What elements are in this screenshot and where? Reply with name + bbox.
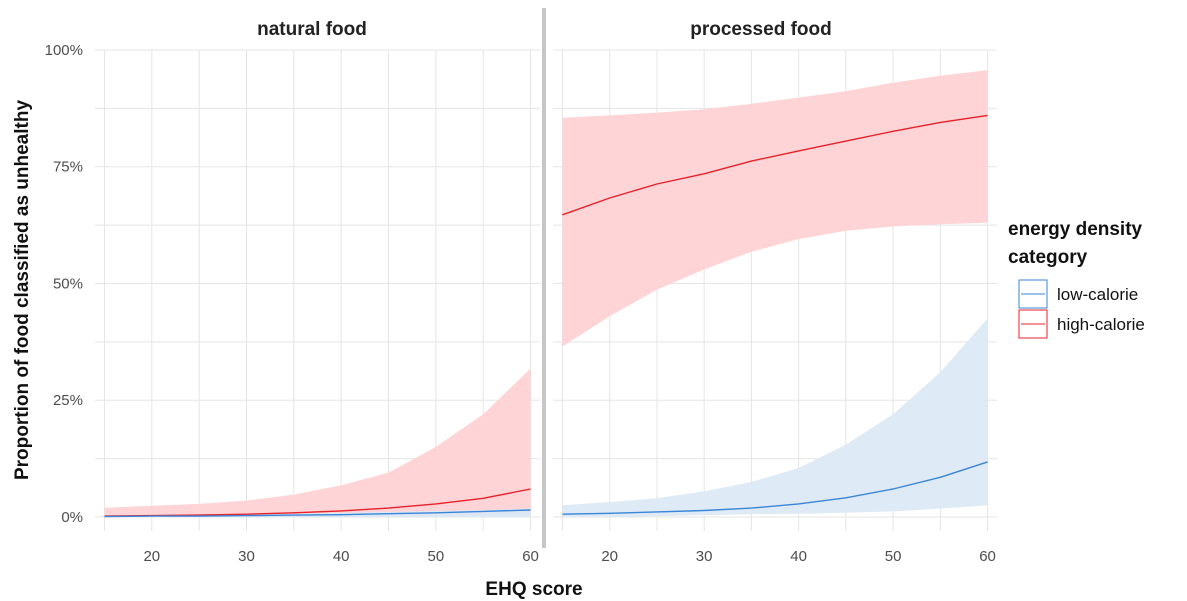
legend-item-high-calorie: high-calorie: [1018, 309, 1145, 339]
y-axis-title: Proportion of food classified as unhealt…: [12, 100, 33, 480]
x-tick-label: 20: [601, 548, 618, 565]
facet-title-processed-food: processed food: [690, 19, 831, 40]
lines-processed-food: [562, 114, 988, 515]
ribbon-processed-food-low-calorie: [562, 318, 988, 517]
panel-processed-food: 20 30 40 50 60: [553, 49, 997, 565]
grid-natural-food: [95, 49, 540, 531]
ribbons-processed-food: [562, 70, 988, 517]
x-tick-label: 50: [428, 548, 445, 565]
x-tick-label: 30: [238, 548, 255, 565]
y-tick-label: 50%: [53, 275, 83, 292]
x-tick-label: 60: [979, 548, 996, 565]
y-tick-label: 25%: [53, 392, 83, 409]
line-processed-food-low-calorie: [562, 461, 988, 515]
legend-title-line-2: category: [1008, 247, 1088, 268]
line-processed-food-high-calorie: [562, 114, 988, 216]
x-tick-label: 20: [143, 548, 160, 565]
x-axis-title: EHQ score: [485, 579, 582, 600]
x-tick-label: 30: [696, 548, 713, 565]
facet-title-natural-food: natural food: [257, 19, 367, 40]
line-natural-food-high-calorie: [104, 488, 531, 517]
y-tick-label: 100%: [45, 42, 83, 59]
y-tick-label: 75%: [53, 159, 83, 176]
legend-item-low-calorie: low-calorie: [1018, 279, 1138, 309]
x-tick-label: 60: [522, 548, 539, 565]
ribbon-natural-food-high-calorie: [104, 368, 531, 517]
ribbon-processed-food-high-calorie: [562, 70, 988, 347]
panel-natural-food: 20 30 40 50 60: [95, 49, 540, 565]
legend-label-high-calorie: high-calorie: [1057, 315, 1145, 334]
y-tick-label: 0%: [61, 509, 83, 526]
ribbons-natural-food: [104, 368, 531, 517]
x-tick-label: 40: [333, 548, 350, 565]
lines-natural-food: [104, 488, 531, 518]
legend: energy density category low-calorie high…: [1008, 219, 1145, 339]
line-natural-food-low-calorie: [104, 509, 531, 518]
y-tick-labels: 0% 25% 50% 75% 100%: [45, 42, 83, 526]
x-tick-label: 50: [885, 548, 902, 565]
legend-label-low-calorie: low-calorie: [1057, 285, 1138, 304]
x-ticks-processed-food: 20 30 40 50 60: [601, 548, 996, 565]
legend-title-line-1: energy density: [1008, 219, 1143, 240]
x-tick-label: 40: [790, 548, 807, 565]
x-ticks-natural-food: 20 30 40 50 60: [143, 548, 538, 565]
